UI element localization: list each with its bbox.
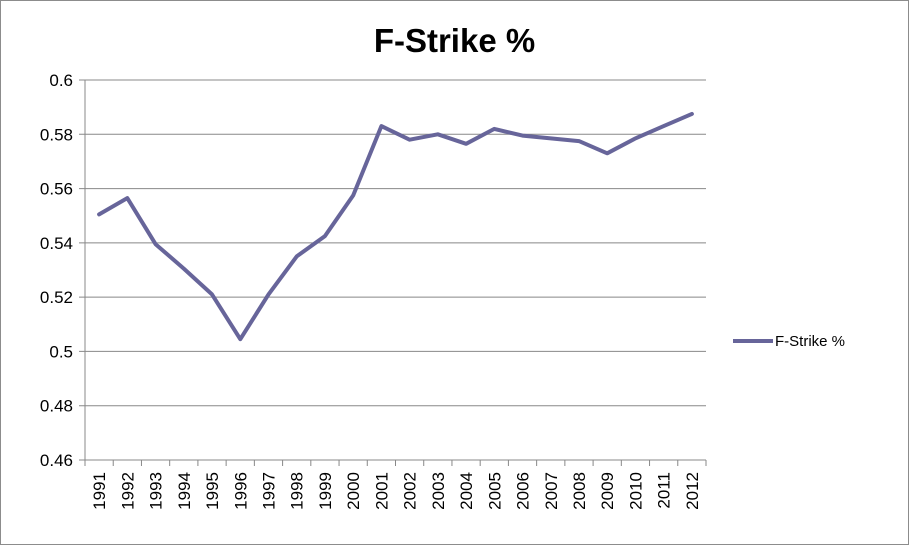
y-tick-label: 0.52 xyxy=(40,288,73,307)
x-tick-label: 2012 xyxy=(683,472,702,510)
x-tick-label: 1992 xyxy=(118,472,137,510)
legend-label: F-Strike % xyxy=(775,333,845,350)
y-tick-label: 0.56 xyxy=(40,180,73,199)
x-tick-label: 2008 xyxy=(570,472,589,510)
x-tick-label: 2010 xyxy=(626,472,645,510)
y-tick-label: 0.54 xyxy=(40,234,73,253)
x-tick-label: 1993 xyxy=(147,472,166,510)
x-tick-label: 1996 xyxy=(231,472,250,510)
x-tick-label: 1999 xyxy=(316,472,335,510)
x-tick-label: 2004 xyxy=(457,472,476,510)
x-tick-label: 2005 xyxy=(485,472,504,510)
x-tick-label: 2000 xyxy=(344,472,363,510)
y-tick-label: 0.6 xyxy=(49,71,73,90)
x-tick-label: 1995 xyxy=(203,472,222,510)
x-tick-label: 1997 xyxy=(259,472,278,510)
x-tick-label: 2011 xyxy=(655,472,674,509)
chart-title: F-Strike % xyxy=(373,22,536,59)
x-tick-label: 1994 xyxy=(175,472,194,510)
x-tick-label: 2002 xyxy=(401,472,420,510)
x-tick-label: 1998 xyxy=(288,472,307,510)
x-tick-label: 1991 xyxy=(90,472,109,510)
y-tick-label: 0.46 xyxy=(40,451,73,470)
x-tick-label: 2006 xyxy=(514,472,533,510)
y-tick-label: 0.5 xyxy=(49,342,73,361)
x-tick-label: 2001 xyxy=(372,472,391,510)
x-tick-label: 2003 xyxy=(429,472,448,510)
y-tick-label: 0.48 xyxy=(40,397,73,416)
x-tick-label: 2009 xyxy=(598,472,617,510)
series-line xyxy=(97,111,694,342)
x-tick-label: 2007 xyxy=(542,472,561,510)
y-tick-label: 0.58 xyxy=(40,125,73,144)
